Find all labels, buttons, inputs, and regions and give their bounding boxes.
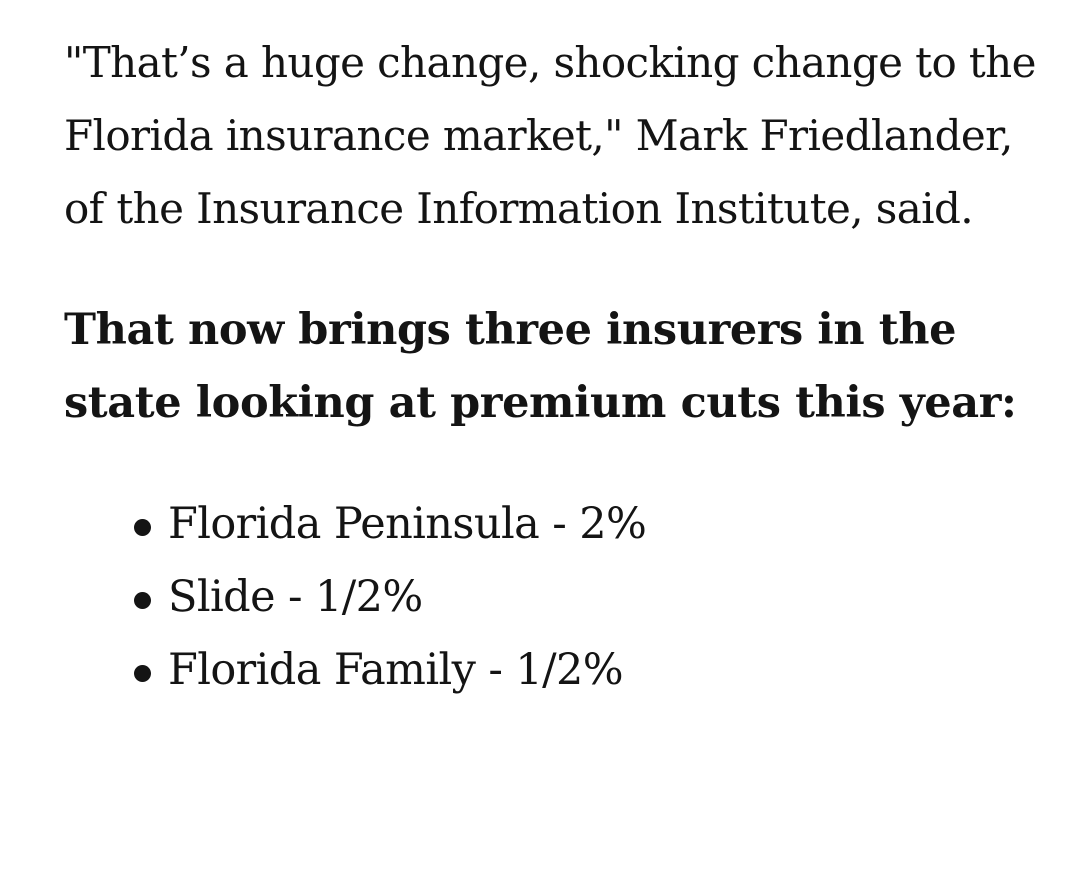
- bullet-icon: [134, 592, 151, 609]
- list-item-text: Florida Peninsula - 2%: [168, 499, 647, 549]
- list-item-text: Florida Family - 1/2%: [168, 645, 624, 695]
- list-item-text: Slide - 1/2%: [168, 572, 423, 622]
- quote-paragraph: "That’s a huge change, shocking change t…: [64, 38, 1036, 233]
- article-body: "That’s a huge change, shocking change t…: [64, 26, 1044, 707]
- bullet-icon: [134, 519, 151, 536]
- list-item: Slide - 1/2%: [64, 561, 1044, 634]
- bullet-icon: [134, 665, 151, 682]
- list-item: Florida Peninsula - 2%: [64, 488, 1044, 561]
- lead-paragraph: That now brings three insurers in the st…: [64, 305, 1017, 428]
- list-item: Florida Family - 1/2%: [64, 634, 1044, 707]
- premium-cuts-list: Florida Peninsula - 2% Slide - 1/2% Flor…: [64, 488, 1044, 707]
